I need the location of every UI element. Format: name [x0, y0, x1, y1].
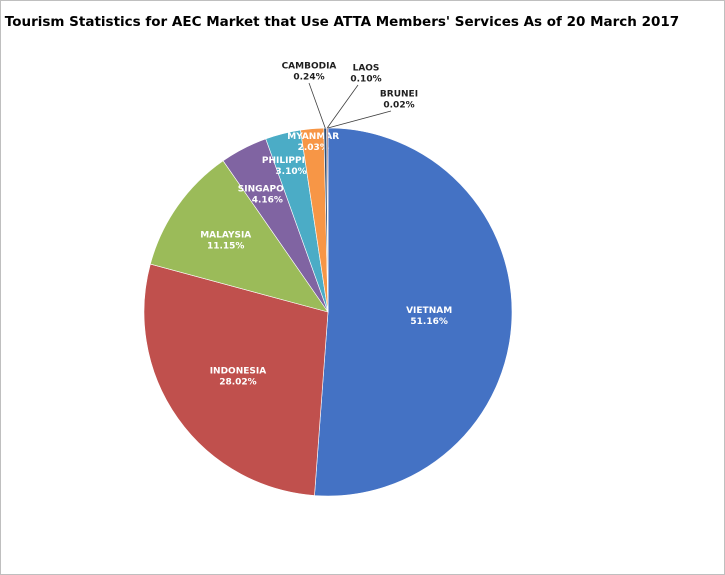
slice-value-label: 0.02% [383, 101, 414, 111]
pie-slice [143, 263, 329, 496]
slice-value-label: 0.24% [293, 73, 324, 83]
slice-value-label: 3.10% [275, 167, 306, 177]
leader-line [326, 84, 359, 129]
slice-value-label: 28.02% [219, 377, 257, 387]
slice-value-label: 51.16% [410, 317, 448, 327]
slice-value-label: 4.16% [252, 196, 283, 206]
slice-label: INDONESIA [210, 366, 267, 376]
slice-label: PHILIPPINO [262, 156, 321, 166]
chart-title: Tourism Statistics for AEC Market that U… [5, 14, 679, 30]
leader-line [327, 110, 392, 129]
slice-value-label: 2.03% [298, 143, 329, 153]
slice-label: CAMBODIA [282, 62, 337, 72]
leader-line [308, 82, 326, 129]
slice-label: MYANMAR [287, 132, 339, 142]
slice-label: VIETNAM [406, 306, 452, 316]
slice-value-label: 11.15% [207, 241, 245, 251]
slice-value-label: 0.10% [350, 75, 381, 85]
slice-label: BRUNEI [380, 90, 418, 100]
slice-label: MALAYSIA [200, 230, 251, 240]
slice-label: LAOS [353, 64, 380, 74]
pie-slice [314, 127, 513, 497]
pie-slice [149, 160, 329, 313]
slice-label: SINGAPORE [238, 185, 297, 195]
